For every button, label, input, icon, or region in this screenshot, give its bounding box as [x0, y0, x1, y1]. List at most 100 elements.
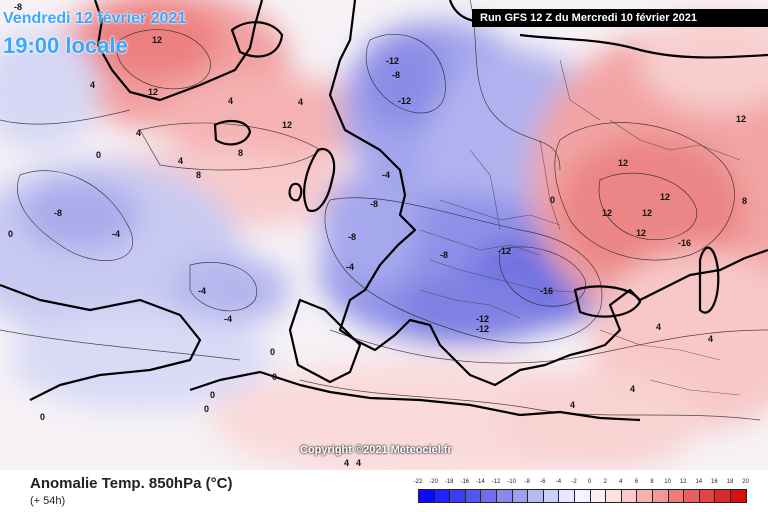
map-label: -16 — [678, 238, 691, 248]
scale-swatch — [714, 489, 731, 503]
scale-swatch — [433, 489, 451, 503]
map-label: 4 — [90, 80, 95, 90]
scale-tick-label: 18 — [726, 479, 734, 485]
scale-tick-label: -18 — [444, 479, 454, 485]
map-label: 12 — [148, 87, 158, 97]
map-footer: Anomalie Temp. 850hPa (°C) (+ 54h) -22 -2… — [0, 470, 768, 512]
scale-swatch — [620, 489, 638, 503]
map-label: 4 — [708, 334, 713, 344]
map-label: 8 — [196, 170, 201, 180]
scale-swatch — [698, 489, 716, 503]
map-label: 0 — [40, 412, 45, 422]
scale-tick-label: 8 — [650, 479, 654, 485]
copyright-text: Copyright ©2021 Meteociel.fr — [300, 444, 452, 456]
coastlines — [0, 0, 768, 422]
scale-tick-label: 12 — [679, 479, 687, 485]
map-label: -12 — [476, 324, 489, 334]
map-label: 0 — [550, 195, 555, 205]
map-labels: -8 12 12 12 4 4 8 4 8 4 4 0 0 -8 -4 -4 -… — [8, 2, 747, 468]
scale-swatch — [652, 489, 669, 503]
map-graphic: -8 12 12 12 4 4 8 4 8 4 4 0 0 -8 -4 -4 -… — [0, 0, 768, 470]
scale-tick-label: -12 — [491, 479, 501, 485]
map-label: 12 — [282, 120, 292, 130]
scale-tick-label: -16 — [460, 479, 470, 485]
map-label: -4 — [346, 262, 354, 272]
map-label: -12 — [386, 56, 399, 66]
scale-tick-label: -10 — [507, 479, 516, 485]
map-label: 0 — [96, 150, 101, 160]
map-label: 12 — [618, 158, 628, 168]
scale-tick-label: -8 — [524, 479, 530, 485]
country-borders — [419, 59, 741, 396]
map-label: 0 — [8, 229, 13, 239]
scale-swatch — [589, 489, 607, 503]
forecast-time: 19:00 locale — [3, 33, 128, 58]
map-label: 4 — [136, 128, 141, 138]
map-label: -8 — [440, 250, 448, 260]
temperature-field — [0, 0, 768, 470]
map-label: 12 — [636, 228, 646, 238]
map-label: 4 — [228, 96, 233, 106]
forecast-step: (+ 54h) — [30, 495, 66, 507]
map-label: 4 — [356, 458, 361, 468]
map-label: -4 — [198, 286, 206, 296]
map-label: 4 — [178, 156, 183, 166]
scale-swatch — [636, 489, 653, 503]
isotherm-contours — [0, 0, 768, 421]
map-label: 12 — [602, 208, 612, 218]
map-label: -8 — [392, 70, 400, 80]
scale-tick-label: 20 — [742, 479, 749, 485]
scale-tick-label: -22 — [413, 479, 423, 485]
map-label: 4 — [630, 384, 635, 394]
scale-swatch — [527, 489, 544, 503]
map-label: -8 — [54, 208, 62, 218]
map-label: -12 — [398, 96, 411, 106]
map-label: -8 — [370, 199, 378, 209]
map-label: 4 — [298, 97, 303, 107]
map-label: -4 — [382, 170, 390, 180]
scale-tick-label: -14 — [476, 479, 485, 485]
map-label: -8 — [348, 232, 356, 242]
map-label: -4 — [224, 314, 232, 324]
scale-tick-label: -20 — [429, 479, 438, 485]
scale-swatch — [418, 489, 435, 503]
scale-swatch — [464, 489, 482, 503]
scale-swatch — [605, 489, 622, 503]
model-run-banner: Run GFS 12 Z du Mercredi 10 février 2021 — [472, 9, 768, 27]
map-label: 4 — [570, 400, 575, 410]
scale-tick-label: 4 — [619, 479, 623, 485]
map-label: 12 — [736, 114, 746, 124]
scale-tick-label: -6 — [540, 479, 546, 485]
map-panel: -8 12 12 12 4 4 8 4 8 4 4 0 0 -8 -4 -4 -… — [0, 0, 768, 470]
scale-swatch — [511, 489, 529, 503]
map-label: 12 — [152, 35, 162, 45]
scale-tick-label: 10 — [664, 479, 671, 485]
scale-swatch — [496, 489, 513, 503]
map-label: 0 — [210, 390, 215, 400]
map-label: 8 — [238, 148, 243, 158]
scale-tick-label: -4 — [555, 479, 562, 485]
scale-tick-label: -2 — [571, 479, 577, 485]
map-label: 0 — [270, 347, 275, 357]
scale-swatch — [480, 489, 497, 503]
map-label: 8 — [742, 196, 747, 206]
scale-swatch — [574, 489, 591, 503]
scale-swatch — [730, 489, 747, 503]
color-scale-legend: -22 -20 -18 -16 -14 -12 -10 -8 -6 -4 -2 0 2 4 6 8 10 12 14… — [414, 479, 749, 509]
scale-tick-label: 16 — [711, 479, 718, 485]
map-label: 12 — [642, 208, 652, 218]
scale-tick-label: 2 — [603, 479, 607, 485]
scale-tick-label: 6 — [634, 479, 639, 485]
scale-swatch — [449, 489, 466, 503]
map-label: -4 — [112, 229, 120, 239]
scale-tick-label: 0 — [587, 479, 592, 485]
map-label: -16 — [540, 286, 553, 296]
map-label: -12 — [476, 314, 489, 324]
map-label: 4 — [656, 322, 661, 332]
scale-swatch — [683, 489, 700, 503]
map-title: Anomalie Temp. 850hPa (°C) — [30, 475, 233, 492]
map-label: -8 — [14, 2, 22, 12]
scale-tick-label: 14 — [695, 479, 703, 485]
map-label: 0 — [272, 372, 277, 382]
map-label: 4 — [344, 458, 349, 468]
